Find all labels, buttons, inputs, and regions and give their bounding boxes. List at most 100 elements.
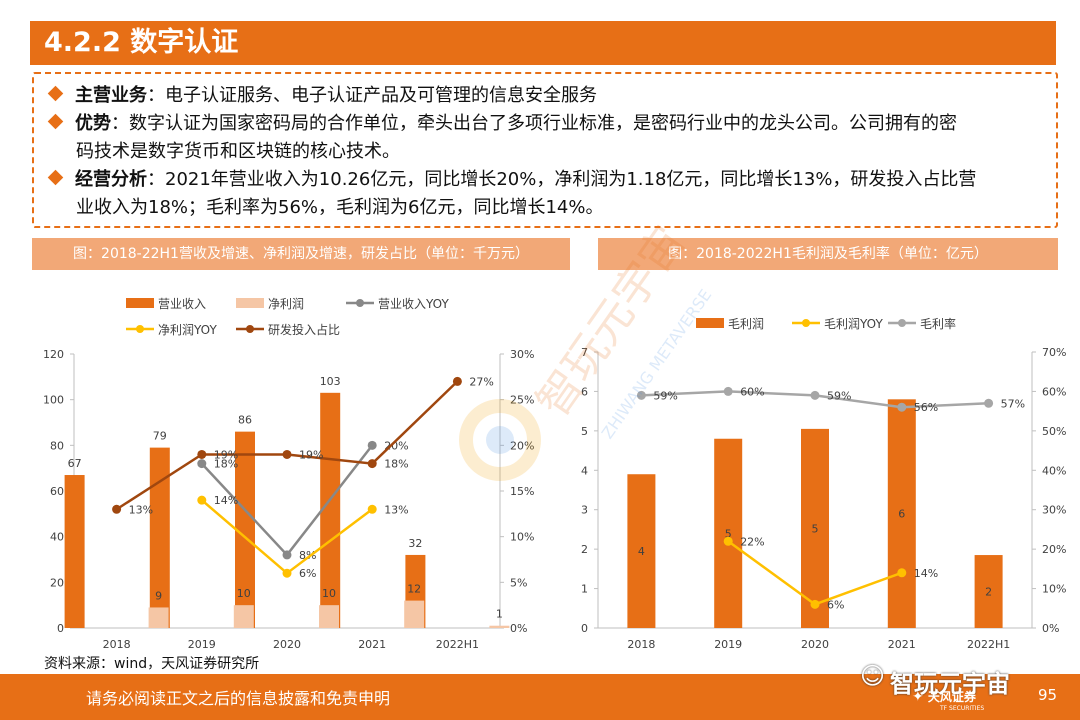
point-毛利润YOY <box>897 568 907 578</box>
y2-tick-label: 70% <box>1042 346 1066 359</box>
x-tick-label: 2021 <box>358 638 386 651</box>
x-tick-label: 2020 <box>801 638 829 651</box>
legend-label: 净利润YOY <box>158 323 217 337</box>
summary-text: 电子认证服务、电子认证产品及可管理的信息安全服务 <box>165 85 597 106</box>
footer-bar <box>0 674 1080 720</box>
page-title: 4.2.2 数字认证 <box>30 21 1056 65</box>
x-tick-label: 2019 <box>188 638 216 651</box>
bar-value-label: 86 <box>238 414 252 427</box>
legend-label: 净利润 <box>268 297 304 311</box>
x-tick-label: 2020 <box>273 638 301 651</box>
summary-key: 经营分析 <box>75 169 147 190</box>
legend-swatch-icon <box>696 318 724 328</box>
legend-label: 营业收入 <box>158 297 206 311</box>
legend-marker-icon <box>246 325 254 333</box>
summary-item-business: 主营业务：电子认证服务、电子认证产品及可管理的信息安全服务 <box>47 82 1048 110</box>
point-毛利率 <box>810 390 820 400</box>
point-营业收入YOY <box>367 440 377 450</box>
y-tick-label: 4 <box>581 464 588 477</box>
bar-value-label: 6 <box>898 508 905 521</box>
y2-tick-label: 25% <box>510 394 534 407</box>
summary-key: 优势 <box>75 113 111 134</box>
y2-tick-label: 60% <box>1042 385 1066 398</box>
summary-text-cont: 业收入为18%；毛利率为56%，毛利润为6亿元，同比增长14%。 <box>76 197 604 218</box>
bar-毛利润 <box>627 474 656 628</box>
legend-label: 毛利率 <box>920 316 956 331</box>
point-label: 22% <box>740 535 764 548</box>
bar-value-label: 67 <box>68 457 82 470</box>
right-chart-title: 图：2018-2022H1毛利润及毛利率（单位：亿元） <box>598 238 1058 270</box>
bar-净利润 <box>319 605 339 628</box>
point-label: 18% <box>214 458 238 471</box>
x-tick-label: 2018 <box>103 638 131 651</box>
bar-value-label: 9 <box>155 589 162 602</box>
y-tick-label: 6 <box>581 385 588 398</box>
point-营业收入YOY <box>282 550 292 560</box>
bar-营业收入 <box>235 431 255 628</box>
legend-label: 毛利润YOY <box>824 317 883 331</box>
footer-disclaimer: 请务必阅读正文之后的信息披露和免责申明 <box>86 689 391 708</box>
y2-tick-label: 10% <box>510 531 534 544</box>
x-tick-label: 2018 <box>627 638 655 651</box>
summary-text-cont: 码技术是数字货币和区块链的核心技术。 <box>76 141 400 162</box>
logo-subtext: TF SECURITIES <box>940 705 985 712</box>
point-研发投入占比 <box>367 459 377 469</box>
y2-tick-label: 10% <box>1042 583 1066 596</box>
point-label: 13% <box>384 503 408 516</box>
summary-box: 主营业务：电子认证服务、电子认证产品及可管理的信息安全服务 优势：数字认证为国家… <box>32 72 1058 228</box>
bar-营业收入 <box>320 392 341 628</box>
point-label: 14% <box>914 567 938 580</box>
point-研发投入占比 <box>112 504 122 514</box>
bar-value-label: 12 <box>407 583 421 596</box>
point-label: 8% <box>299 549 316 562</box>
diamond-bullet-icon <box>47 113 64 130</box>
legend-marker-icon <box>802 319 810 327</box>
y-tick-label: 20 <box>50 576 64 589</box>
x-tick-label: 2021 <box>888 638 916 651</box>
summary-text: 2021年营业收入为10.26亿元，同比增长20%，净利润为1.18亿元，同比增… <box>165 169 977 190</box>
point-毛利率 <box>723 386 733 396</box>
legend-marker-icon <box>898 319 906 327</box>
legend-swatch-icon <box>126 298 154 308</box>
tf-logo: ✦ 天风证券 <box>912 688 982 716</box>
left-chart: 0 20 40 60 80 100 120 0% 5% 10% 15% 20% 25% 30% 2018 20… <box>43 297 534 651</box>
x-tick-label: 2022H1 <box>967 638 1010 651</box>
y-tick-label: 80 <box>50 439 64 452</box>
bar-毛利润 <box>887 399 916 628</box>
diamond-bullet-icon <box>47 169 64 186</box>
logo-text: 天风证券 <box>927 690 976 704</box>
legend-label: 研发投入占比 <box>268 322 340 337</box>
legend-marker-icon <box>136 325 144 333</box>
bar-净利润 <box>404 600 425 628</box>
y2-tick-label: 15% <box>510 485 534 498</box>
y2-tick-label: 20% <box>510 439 534 452</box>
point-毛利润YOY <box>810 599 820 609</box>
point-label: 13% <box>129 503 153 516</box>
y-tick-label: 0 <box>581 622 588 635</box>
bar-净利润 <box>489 625 510 628</box>
point-净利润YOY <box>367 504 377 514</box>
line-净利润YOY <box>200 499 373 575</box>
y-tick-label: 60 <box>50 485 64 498</box>
bar-营业收入 <box>149 447 170 628</box>
y2-tick-label: 0% <box>510 622 527 635</box>
y2-tick-label: 30% <box>510 348 534 361</box>
y-tick-label: 2 <box>581 543 588 556</box>
y-tick-label: 40 <box>50 531 64 544</box>
tf-logo-icon: ✦ <box>912 689 924 705</box>
point-毛利率 <box>984 398 994 408</box>
y2-tick-label: 20% <box>1042 543 1066 556</box>
bar-value-label: 10 <box>322 587 336 600</box>
y-tick-label: 0 <box>57 622 64 635</box>
summary-text: 数字认证为国家密码局的合作单位，牵头出台了多项行业标准，是密码行业中的龙头公司。… <box>129 113 957 134</box>
y2-tick-label: 30% <box>1042 504 1066 517</box>
wechat-icon: ☺ <box>860 662 886 690</box>
point-label: 20% <box>384 439 408 452</box>
bar-毛利润 <box>801 428 829 628</box>
point-label: 59% <box>827 389 851 402</box>
y-tick-label: 3 <box>581 504 588 517</box>
point-研发投入占比 <box>282 449 292 459</box>
bar-value-label: 79 <box>153 430 167 443</box>
source-note: 资料来源：wind，天风证券研究所 <box>44 656 260 672</box>
